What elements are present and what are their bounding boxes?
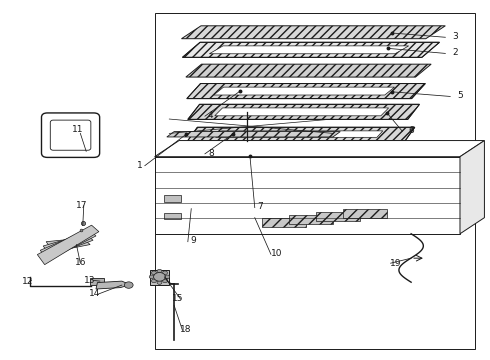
Polygon shape [43,234,93,256]
Bar [155,13,475,348]
Text: 18: 18 [180,325,191,334]
Polygon shape [209,46,409,54]
Polygon shape [155,140,485,157]
Bar [150,270,169,285]
Polygon shape [187,84,425,99]
Circle shape [154,273,165,281]
Polygon shape [216,131,383,137]
Text: 13: 13 [84,276,96,285]
Text: 5: 5 [457,91,463,100]
Polygon shape [37,225,99,265]
Circle shape [157,269,162,273]
Text: 10: 10 [271,249,283,258]
Polygon shape [262,218,306,226]
Bar [164,195,181,202]
FancyBboxPatch shape [50,120,91,150]
Polygon shape [316,212,360,221]
Text: 6: 6 [408,126,414,135]
Bar [90,278,104,285]
Polygon shape [188,104,419,120]
Polygon shape [289,215,333,224]
Text: 2: 2 [452,48,458,57]
Polygon shape [215,108,389,116]
Text: 12: 12 [22,276,33,285]
Polygon shape [96,281,130,289]
Text: 16: 16 [74,258,86,267]
Polygon shape [181,26,445,39]
Circle shape [163,279,168,283]
Polygon shape [186,64,431,77]
Polygon shape [46,238,90,252]
Circle shape [163,271,168,275]
Text: 4: 4 [208,111,214,120]
Text: 14: 14 [89,289,100,298]
Bar [164,213,181,220]
Text: 11: 11 [72,125,84,134]
Polygon shape [40,229,96,260]
Circle shape [151,271,156,275]
Circle shape [165,275,170,279]
FancyBboxPatch shape [42,113,99,157]
Text: 7: 7 [257,202,263,211]
Text: 19: 19 [390,259,401,268]
Polygon shape [214,87,394,95]
Text: 17: 17 [75,201,87,210]
Circle shape [124,282,133,288]
Text: 9: 9 [191,237,196,246]
Polygon shape [188,127,415,141]
Text: 8: 8 [208,149,214,158]
Text: 15: 15 [172,294,183,303]
Polygon shape [167,132,340,137]
Polygon shape [182,42,440,57]
Polygon shape [460,140,485,234]
Circle shape [149,275,154,279]
Polygon shape [343,209,387,218]
Circle shape [157,281,162,284]
Bar [155,157,460,234]
Circle shape [151,279,156,283]
Text: 1: 1 [137,161,143,170]
Text: 3: 3 [452,32,458,41]
